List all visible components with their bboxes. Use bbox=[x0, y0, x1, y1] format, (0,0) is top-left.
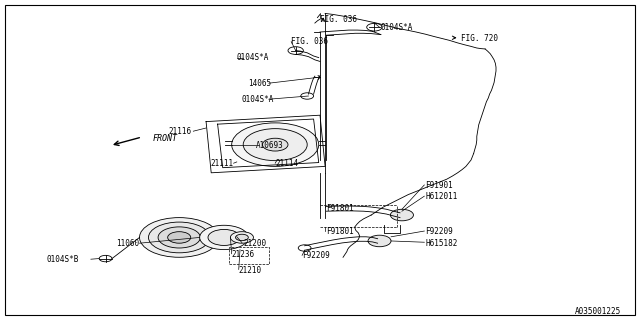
Circle shape bbox=[288, 47, 303, 54]
Text: F91901: F91901 bbox=[426, 181, 453, 190]
Text: 0104S*A: 0104S*A bbox=[381, 23, 413, 32]
Circle shape bbox=[99, 255, 112, 262]
Circle shape bbox=[158, 227, 200, 248]
Text: FIG. 720: FIG. 720 bbox=[461, 34, 498, 43]
Text: F92209: F92209 bbox=[302, 252, 330, 260]
Circle shape bbox=[236, 234, 248, 241]
Text: FRONT: FRONT bbox=[152, 134, 177, 143]
Circle shape bbox=[298, 245, 311, 251]
Circle shape bbox=[243, 129, 307, 161]
Text: A10693: A10693 bbox=[256, 141, 284, 150]
Bar bbox=[229, 247, 269, 264]
Text: F92209: F92209 bbox=[426, 228, 453, 236]
Text: H615182: H615182 bbox=[426, 239, 458, 248]
Text: F91801: F91801 bbox=[326, 228, 354, 236]
Text: F91801: F91801 bbox=[326, 204, 354, 212]
Text: A035001225: A035001225 bbox=[575, 308, 621, 316]
Text: 14065: 14065 bbox=[248, 79, 271, 88]
Circle shape bbox=[208, 229, 240, 245]
Circle shape bbox=[200, 225, 248, 250]
Text: 11060: 11060 bbox=[116, 239, 140, 248]
Text: FIG. 036: FIG. 036 bbox=[291, 37, 328, 46]
Text: 0104S*A: 0104S*A bbox=[242, 95, 275, 104]
Text: 21236: 21236 bbox=[232, 250, 255, 259]
Circle shape bbox=[140, 218, 219, 257]
Text: 21111: 21111 bbox=[211, 159, 234, 168]
Circle shape bbox=[368, 235, 391, 247]
Text: 21114: 21114 bbox=[275, 159, 298, 168]
Circle shape bbox=[301, 93, 314, 99]
Circle shape bbox=[262, 138, 288, 151]
Text: H612011: H612011 bbox=[426, 192, 458, 201]
Text: 21200: 21200 bbox=[243, 239, 266, 248]
Circle shape bbox=[367, 23, 382, 31]
Circle shape bbox=[390, 209, 413, 221]
Circle shape bbox=[230, 232, 253, 243]
Text: 21210: 21210 bbox=[239, 266, 262, 275]
Circle shape bbox=[168, 232, 191, 243]
Text: 21116: 21116 bbox=[169, 127, 192, 136]
Text: 0104S*B: 0104S*B bbox=[46, 255, 79, 264]
Text: 0104S*A: 0104S*A bbox=[237, 53, 269, 62]
Circle shape bbox=[232, 123, 319, 166]
Circle shape bbox=[148, 222, 210, 253]
Text: FIG. 036: FIG. 036 bbox=[320, 15, 357, 24]
